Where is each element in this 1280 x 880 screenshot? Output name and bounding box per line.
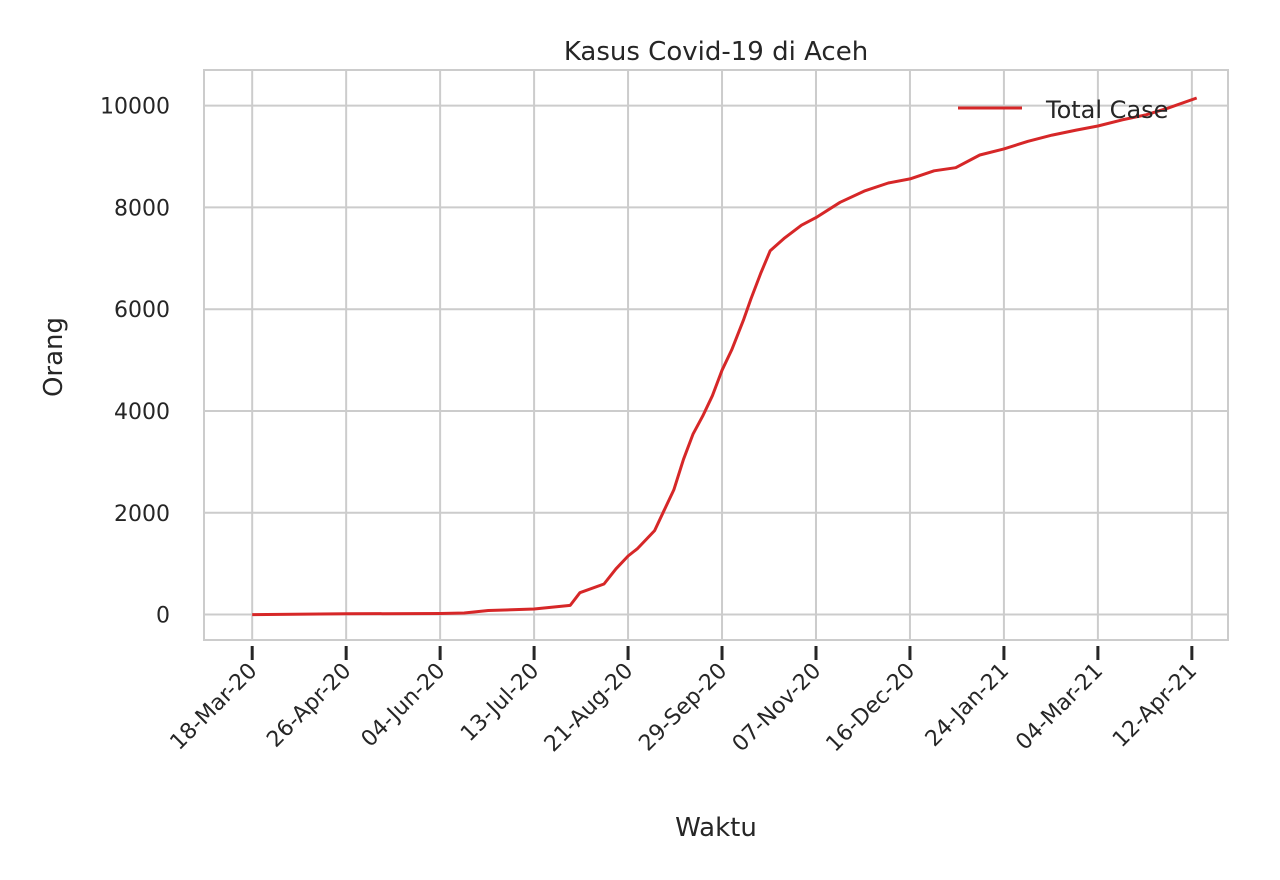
series-line-total-case bbox=[252, 96, 1198, 617]
y-tick-label: 10000 bbox=[100, 95, 170, 120]
y-tick-label: 6000 bbox=[114, 298, 170, 323]
legend: Total Case bbox=[958, 96, 1168, 124]
y-tick-label: 4000 bbox=[114, 400, 170, 425]
legend-label-total-case: Total Case bbox=[1045, 96, 1168, 124]
chart-title: Kasus Covid-19 di Aceh bbox=[564, 37, 868, 67]
plot-frame bbox=[203, 69, 1229, 641]
y-tick-label: 8000 bbox=[114, 196, 170, 221]
x-axis-label: Waktu bbox=[675, 813, 757, 843]
grid bbox=[204, 70, 1228, 640]
y-axis: 0 2000 4000 6000 8000 10000 bbox=[100, 95, 170, 629]
series-area bbox=[252, 96, 1198, 617]
y-tick-label: 2000 bbox=[114, 502, 170, 527]
y-tick-label: 0 bbox=[156, 604, 170, 629]
y-axis-label: Orang bbox=[39, 317, 69, 397]
